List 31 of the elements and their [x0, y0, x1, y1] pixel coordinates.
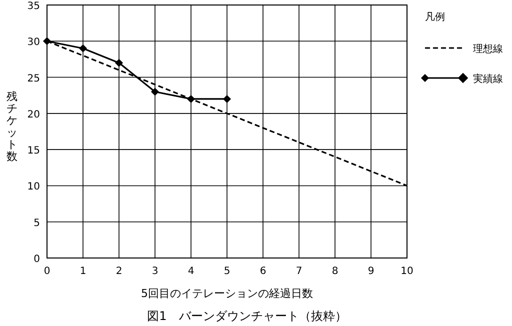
point: [151, 88, 159, 96]
x-tick-label: 10: [400, 266, 414, 277]
y-tick-label: 0: [34, 254, 40, 265]
x-tick-label: 4: [188, 266, 194, 277]
y-tick-label: 20: [27, 109, 40, 120]
y-tick-label: 5: [34, 218, 40, 229]
point: [223, 94, 231, 103]
point: [43, 37, 51, 46]
point: [187, 94, 195, 103]
legend-title: 凡例: [425, 12, 445, 23]
x-tick-label: 6: [260, 266, 266, 277]
x-tick-label: 9: [368, 266, 374, 277]
x-tick-label: 8: [332, 266, 338, 277]
x-tick-label: 7: [296, 266, 302, 277]
y-tick-label: 25: [27, 73, 40, 84]
legend-label: 理想線: [473, 43, 503, 55]
text: 図1 バーンダウンチャート（抜粋）: [147, 309, 347, 323]
x-tick-label: 5: [224, 266, 230, 277]
point: [79, 44, 87, 52]
point: [115, 58, 123, 67]
x-tick-label: 0: [44, 266, 50, 277]
x-tick-label: 3: [152, 266, 158, 277]
x-axis-title: 5回目のイテレーションの経過日数: [141, 287, 313, 300]
x-tick-label: 1: [80, 266, 86, 277]
y-tick-label: 35: [27, 1, 40, 12]
y-tick-label: 30: [27, 37, 40, 48]
y-tick-label: 15: [27, 146, 40, 157]
y-tick-label: 10: [27, 182, 40, 193]
y-axis-title: 残チケット数: [6, 90, 18, 163]
legend-label: 実績線: [473, 73, 503, 85]
x-tick-label: 2: [116, 266, 122, 277]
